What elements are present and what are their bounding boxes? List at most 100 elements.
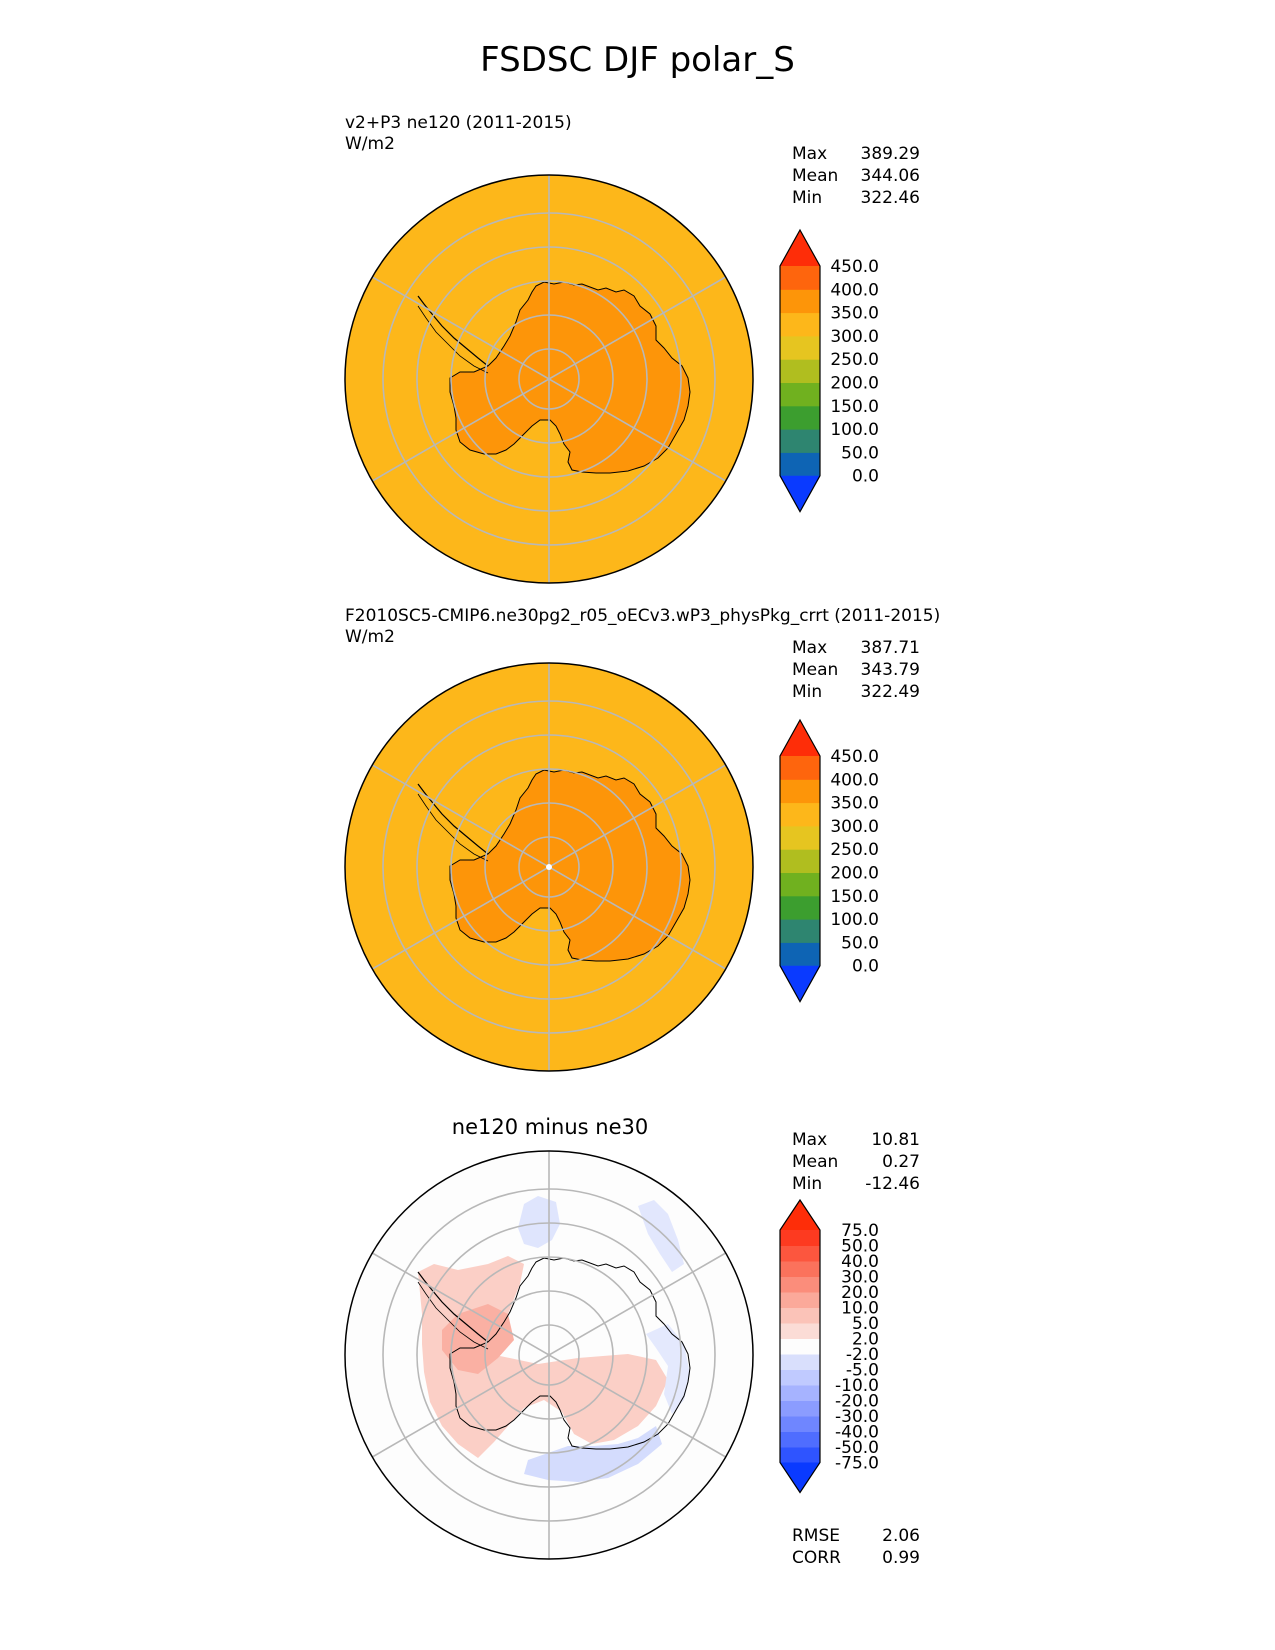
map-boundary: [344, 1150, 754, 1560]
colorbar-segment: [780, 1307, 820, 1324]
colorbar-tick-label: 250.0: [830, 840, 879, 860]
colorbar-segment: [780, 1354, 820, 1370]
colorbar-tick-label: 350.0: [830, 304, 879, 324]
colorbar-tick-label: 400.0: [830, 280, 879, 300]
antarctic-peninsula-coastline: [417, 1271, 489, 1343]
colorbar-tick-label: 50.0: [841, 443, 879, 463]
colorbar-tick-label: 400.0: [830, 770, 879, 790]
colorbar-tick-label: 20.0: [841, 1283, 879, 1303]
colorbar-tick-label: 2.0: [852, 1330, 879, 1350]
colorbar-segment: [780, 1261, 820, 1277]
colorbar-tick-label: 300.0: [830, 327, 879, 347]
colorbar-tick-label: 150.0: [830, 397, 879, 417]
colorbar-tick-label: 450.0: [830, 257, 879, 277]
panel1-case-name: v2+P3 ne120 (2011-2015): [345, 113, 572, 133]
colorbar-tick-label: 30.0: [841, 1268, 879, 1288]
panel3-difference-map: [344, 1150, 754, 1560]
panel3-stats: Max 10.81 Mean 0.27 Min -12.46: [792, 1129, 920, 1195]
panel3-metrics: RMSE 2.06 CORR 0.99: [792, 1525, 920, 1569]
negative-difference-patch: [646, 1324, 690, 1414]
colorbar-segment: [780, 1416, 820, 1432]
corr-label: CORR: [792, 1548, 841, 1568]
colorbar-segment: [780, 1369, 820, 1386]
antarctica-coastline: [449, 1257, 691, 1450]
colorbar-extend-min: [780, 475, 820, 512]
panel2-case-name: F2010SC5-CMIP6.ne30pg2_r05_oECv3.wP3_phy…: [345, 606, 941, 626]
colorbar-extend-min: [780, 1462, 820, 1493]
colorbar-extend-max: [780, 230, 820, 266]
colorbar-segment: [780, 942, 820, 967]
max-label: Max: [792, 638, 828, 658]
colorbar-extend-max: [780, 720, 820, 756]
colorbar-segment: [780, 895, 820, 920]
positive-difference-core: [442, 1304, 514, 1374]
colorbar-segment: [780, 756, 820, 780]
colorbar-segment: [780, 872, 820, 897]
colorbar-segment: [780, 1292, 820, 1308]
mean-value: 343.79: [860, 660, 920, 680]
pole-marker: [546, 864, 552, 870]
colorbar-tick-label: -50.0: [835, 1438, 879, 1458]
mean-value: 344.06: [860, 166, 920, 186]
min-label: Min: [792, 682, 823, 702]
colorbar-segment: [780, 1447, 820, 1463]
max-value: 10.81: [871, 1130, 920, 1150]
colorbar-segment: [780, 1431, 820, 1448]
colorbar-tick-label: -20.0: [835, 1392, 879, 1412]
colorbar-tick-label: -30.0: [835, 1407, 879, 1427]
panel1-stats: Max 389.29 Mean 344.06 Min 322.46: [792, 143, 920, 209]
mean-value: 0.27: [882, 1152, 920, 1172]
colorbar-segment: [780, 289, 820, 314]
colorbar-tick-label: -10.0: [835, 1376, 879, 1396]
mean-label: Mean: [792, 166, 839, 186]
map-boundary: [344, 662, 754, 1072]
panel3-title: ne120 minus ne30: [451, 1115, 649, 1139]
min-value: -12.46: [865, 1174, 920, 1194]
panel1-colorbar: 0.0 50.0 100.0 150.0 200.0 250.0 300.0 350.0 400…: [779, 228, 879, 513]
antarctic-peninsula-coastline: [417, 783, 489, 855]
colorbar-segment: [780, 452, 820, 477]
antarctic-peninsula-coastline: [417, 295, 489, 367]
colorbar-segment: [780, 1245, 820, 1262]
colorbar-segment: [780, 359, 820, 383]
colorbar-tick-label: -5.0: [846, 1361, 879, 1381]
colorbar-tick-label: 300.0: [830, 817, 879, 837]
colorbar-extend-min: [780, 965, 820, 1002]
colorbar-segment: [780, 429, 820, 453]
min-value: 322.46: [860, 188, 920, 208]
antarctic-peninsula-coastline-west: [417, 1281, 489, 1350]
colorbar-tick-label: 350.0: [830, 794, 879, 814]
colorbar-tick-label: 0.0: [852, 957, 879, 977]
colorbar-segment: [780, 1323, 820, 1339]
max-value: 389.29: [860, 144, 920, 164]
colorbar-tick-label: 200.0: [830, 374, 879, 394]
min-label: Min: [792, 188, 823, 208]
colorbar-tick-label: 100.0: [830, 420, 879, 440]
colorbar-tick-label: 50.0: [841, 933, 879, 953]
colorbar-extend-max: [780, 1200, 820, 1230]
graticule: [371, 175, 727, 583]
panel1-units: W/m2: [345, 134, 395, 154]
colorbar-outline: [779, 1198, 821, 1494]
mean-label: Mean: [792, 660, 839, 680]
colorbar-segment: [780, 1385, 820, 1401]
colorbar-tick-label: -40.0: [835, 1423, 879, 1443]
max-value: 387.71: [860, 638, 920, 658]
colorbar-segment: [780, 1400, 820, 1417]
colorbar-segment: [780, 825, 820, 850]
colorbar-tick-label: 200.0: [830, 864, 879, 884]
colorbar-segment: [780, 849, 820, 873]
panel3-colorbar: -75.0-50.0-40.0-30.0-20.0-10.0-5.0-2.02.…: [779, 1198, 879, 1494]
colorbar-segment: [780, 802, 820, 827]
graticule: [371, 1151, 727, 1559]
rmse-value: 2.06: [882, 1526, 920, 1546]
panel1-title: v2+P3 ne120 (2011-2015) W/m2: [345, 113, 572, 155]
colorbar-segment: [780, 1338, 820, 1355]
mean-label: Mean: [792, 1152, 839, 1172]
colorbar-segment: [780, 405, 820, 430]
map-boundary: [344, 174, 754, 584]
colorbar-tick-label: 0.0: [852, 467, 879, 487]
colorbar-segment: [780, 1276, 820, 1293]
colorbar-tick-label: 150.0: [830, 887, 879, 907]
colorbar-tick-label: 450.0: [830, 747, 879, 767]
